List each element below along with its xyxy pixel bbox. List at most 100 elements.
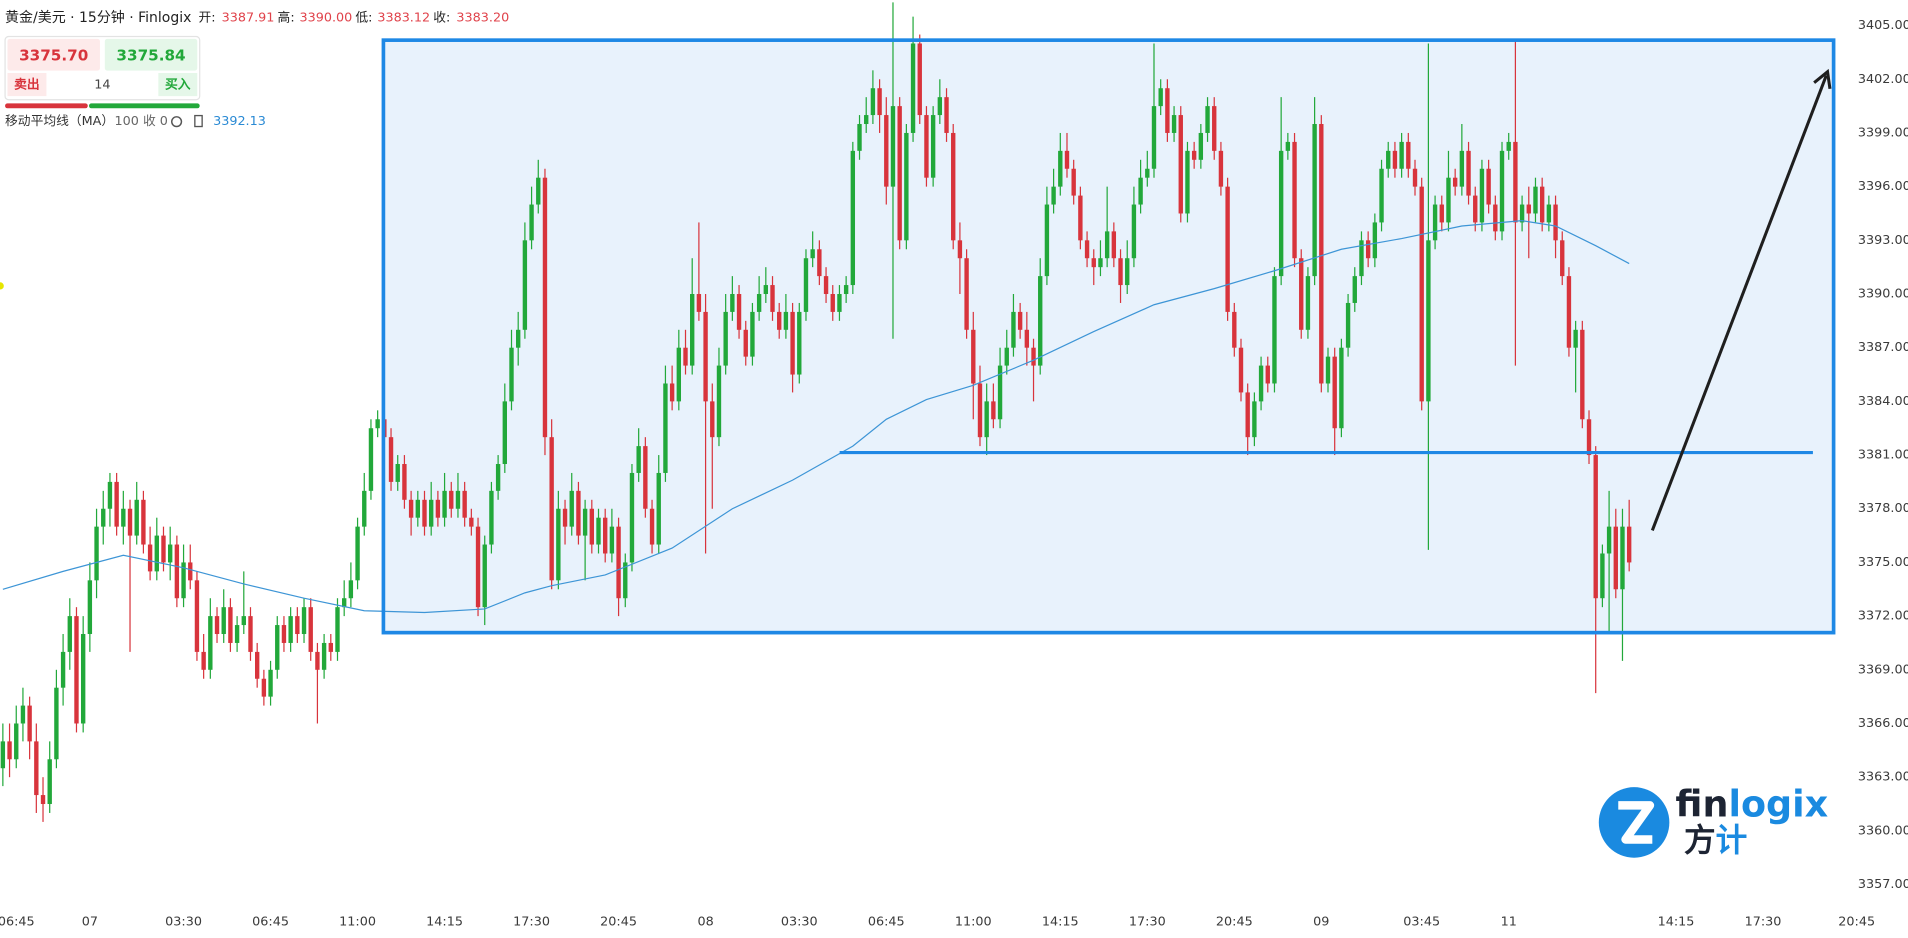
candle-body (676, 347, 682, 402)
candle-body (1138, 177, 1143, 205)
delete-icon[interactable] (194, 114, 203, 128)
candle-body (589, 508, 595, 545)
candle-body (629, 472, 635, 563)
sell-ratio-bar (5, 103, 88, 109)
candle-body (27, 705, 32, 742)
buy-ratio-bar (88, 103, 200, 109)
candle-body (462, 490, 467, 518)
candle-body (743, 329, 748, 357)
y-tick-label: 3366.00 (1858, 716, 1908, 731)
sell-button[interactable]: 卖出 (14, 77, 40, 93)
candle-body (261, 678, 267, 697)
candle-body (1011, 311, 1016, 348)
y-tick-label: 3369.00 (1858, 662, 1908, 677)
candle-body (167, 544, 173, 563)
open-value: 3387.91 (222, 11, 275, 26)
candle-body (1325, 356, 1331, 384)
buy-tag[interactable] (158, 72, 198, 97)
candle-body (1519, 204, 1525, 223)
candle-body (1171, 115, 1177, 133)
candle-body (475, 526, 481, 608)
candle-body (1004, 347, 1009, 366)
candle-body (34, 741, 39, 796)
indicator-params: 100 收 0 (115, 114, 168, 129)
candle-body (80, 634, 86, 724)
candle-body (74, 616, 79, 724)
candle-body (188, 562, 193, 581)
candle-body (174, 544, 180, 599)
candle-body (569, 490, 574, 527)
buy-price[interactable]: 3375.84 (116, 46, 185, 64)
candle-body (214, 616, 220, 635)
candle-body (1566, 276, 1572, 348)
candle-body (1560, 240, 1565, 277)
sell-tag[interactable] (7, 72, 47, 97)
marker-dot (0, 282, 4, 290)
x-tick-label: 20:45 (1838, 915, 1875, 930)
candle-body (1539, 186, 1545, 223)
axes: 3357.00 3360.00 3363.00 3366.00 3369.00 3372.… (0, 18, 1908, 930)
candle-body (1493, 204, 1498, 232)
candle-body (1372, 222, 1378, 259)
candle-body (1031, 347, 1036, 366)
candle-body (208, 616, 213, 670)
candle-body (790, 311, 795, 375)
candle-body (509, 347, 514, 402)
settings-icon[interactable] (170, 116, 183, 128)
trade-widget: 3375.70 3375.84 卖出 14 买入 (4, 35, 201, 109)
sell-price[interactable]: 3375.70 (19, 46, 88, 64)
candle-body (1432, 204, 1438, 241)
candle-body (937, 97, 943, 116)
indicator-name: 移动平均线（MA） (5, 114, 114, 129)
close-label: 收: (433, 11, 450, 26)
candle-body (877, 88, 882, 116)
candle-body (823, 276, 829, 295)
logo-logix: logix (1728, 782, 1828, 825)
quantity[interactable]: 14 (94, 78, 110, 93)
candle-body (502, 401, 507, 465)
candle-body (1205, 106, 1210, 133)
candle-body (1593, 455, 1598, 599)
candle-body (750, 311, 755, 357)
candle-body (777, 311, 782, 330)
x-tick-label: 17:30 (1745, 915, 1782, 930)
buy-button[interactable]: 买入 (165, 78, 191, 93)
candle-body (375, 419, 380, 429)
y-tick-label: 3396.00 (1858, 179, 1908, 194)
candle-body (810, 249, 815, 259)
candle-body (1486, 168, 1491, 205)
candle-body (516, 329, 521, 348)
open-label: 开: (198, 11, 215, 26)
logo-cn-2: 计 (1716, 823, 1748, 859)
candle-body (770, 285, 775, 312)
x-tick-label: 03:30 (781, 915, 818, 930)
candle-body (275, 625, 280, 670)
candle-body (1379, 168, 1384, 223)
candle-body (121, 508, 126, 527)
candle-body (341, 598, 347, 608)
candle-body (817, 249, 822, 277)
candle-body (1299, 258, 1304, 330)
candle-body (696, 294, 702, 312)
moving-average (2, 220, 1630, 614)
candle-body (1151, 106, 1157, 169)
candle-body (489, 490, 494, 545)
candle-body (315, 651, 320, 670)
x-tick-label: 08 (697, 915, 713, 930)
candle-body (101, 508, 106, 527)
sell-panel[interactable] (7, 38, 100, 71)
candle-body (1613, 526, 1618, 590)
candle-body (1452, 177, 1458, 187)
candle-body (442, 490, 447, 518)
candle-body (1185, 150, 1190, 214)
x-tick-label: 14:15 (426, 915, 463, 930)
candle-body (649, 508, 655, 545)
candle-body (951, 132, 956, 241)
buy-panel[interactable] (104, 38, 198, 71)
candle-body (609, 526, 615, 554)
candle-body (562, 508, 568, 527)
candle-body (1606, 526, 1612, 554)
candle-body (388, 437, 394, 482)
